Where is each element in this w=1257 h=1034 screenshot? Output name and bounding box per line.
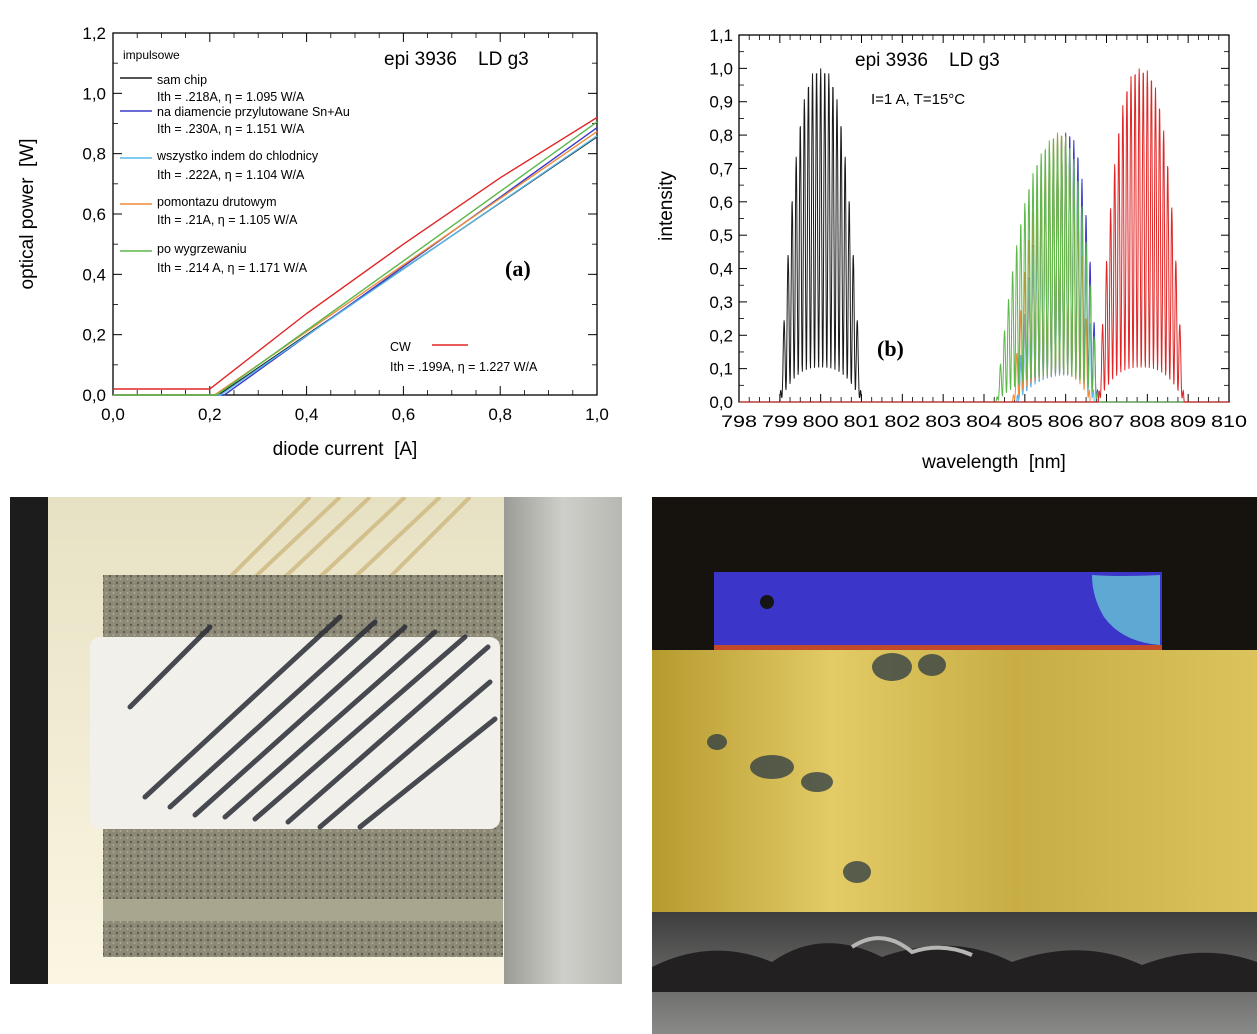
chart-a-ytick-labels: 0,0 0,2 0,4 0,6 0,8 1,0 1,2	[82, 24, 106, 405]
y-tick-label: 0,3	[709, 293, 733, 312]
x-tick-label: 0,8	[488, 405, 512, 424]
chart-b: 0,0 0,1 0,2 0,3 0,4 0,5 0,6 0,7 0,8 0,9 1,0 1,1 798…	[656, 26, 1247, 473]
y-tick-label: 1,0	[709, 59, 733, 78]
x-tick-label: 804	[966, 412, 1002, 431]
y-tick-label: 0,7	[709, 159, 733, 178]
legend-threshold-slope: Ith = .218A, η = 1.095 W/A	[157, 90, 305, 104]
x-tick-label: 810	[1211, 412, 1247, 431]
x-tick-label: 0,2	[198, 405, 222, 424]
chart-a-ticks	[112, 32, 598, 396]
x-tick-label: 801	[844, 412, 880, 431]
chart-b-series	[739, 68, 1229, 403]
x-tick-label: 805	[1007, 412, 1043, 431]
chart-b-subtitle: I=1 A, T=15°C	[871, 91, 965, 108]
x-tick-label: 803	[925, 412, 961, 431]
y-tick-label: 0,2	[709, 326, 733, 345]
legend-threshold-slope: Ith = .21A, η = 1.105 W/A	[157, 213, 298, 227]
spectrum-line	[739, 132, 1229, 403]
x-tick-label: 800	[803, 412, 839, 431]
y-tick-label: 1,0	[82, 84, 106, 103]
legend-threshold-slope: Ith = .199A, η = 1.227 W/A	[390, 360, 538, 374]
spectrum-line	[739, 133, 1229, 403]
y-tick-label: 0,0	[709, 393, 733, 412]
chart-a-series	[113, 116, 598, 396]
chart-b-ticks	[738, 34, 1230, 403]
x-tick-label: 798	[721, 412, 757, 431]
x-tick-label: 0,0	[101, 405, 125, 424]
legend-threshold-slope: Ith = .214 A, η = 1.171 W/A	[157, 261, 308, 275]
x-tick-label: 807	[1089, 412, 1125, 431]
chart-b-xlabel: wavelength [nm]	[921, 452, 1066, 473]
x-tick-label: 806	[1048, 412, 1084, 431]
chart-b-panel-label: (b)	[877, 336, 904, 361]
chart-a: 0,0 0,2 0,4 0,6 0,8 1,0 1,2 0,0 0,2 0,4 0,6 0,8 1,0…	[17, 24, 609, 460]
photo-chip-on-heatsink-side-view	[652, 497, 1257, 1034]
y-tick-label: 0,6	[709, 193, 733, 212]
x-tick-label: 1,0	[585, 405, 609, 424]
chart-b-xtick-labels: 798 799 800 801 802 803 804 805 806 807 808 809 810	[721, 412, 1247, 431]
legend-threshold-slope: Ith = .230A, η = 1.151 W/A	[157, 122, 305, 136]
spectrum-line	[739, 132, 1229, 403]
y-tick-label: 0,9	[709, 93, 733, 112]
y-tick-label: 0,4	[709, 260, 733, 279]
y-tick-label: 1,2	[82, 24, 106, 43]
series-line	[113, 116, 598, 390]
legend-label: po wygrzewaniu	[157, 242, 247, 256]
chart-a-legend-heading: impulsowe	[123, 48, 180, 62]
chart-a-xlabel: diode current [A]	[273, 439, 418, 460]
y-tick-label: 0,2	[82, 326, 106, 345]
spectrum-line	[739, 68, 1229, 403]
legend-label: CW	[390, 340, 411, 354]
x-tick-label: 808	[1129, 412, 1165, 431]
y-tick-label: 1,1	[709, 26, 733, 45]
photo-laser-chip-top-view	[10, 497, 622, 984]
x-tick-label: 0,4	[295, 405, 319, 424]
legend-label: sam chip	[157, 73, 207, 87]
chart-a-ylabel: optical power [W]	[17, 139, 38, 290]
y-tick-label: 0,8	[82, 145, 106, 164]
y-tick-label: 0,6	[82, 205, 106, 224]
chart-b-ylabel: intensity	[656, 171, 677, 241]
chart-b-title: epi 3936 LD g3	[855, 50, 1000, 71]
chart-a-legend: sam chip Ith = .218A, η = 1.095 W/Ana dia…	[120, 73, 538, 374]
legend-label: na diamencie przylutowane Sn+Au	[157, 105, 350, 119]
x-tick-label: 802	[884, 412, 920, 431]
chart-b-ytick-labels: 0,0 0,1 0,2 0,3 0,4 0,5 0,6 0,7 0,8 0,9 1,0 1,1	[709, 26, 733, 412]
y-tick-label: 0,5	[709, 226, 733, 245]
chart-a-title: epi 3936 LD g3	[384, 49, 529, 70]
legend-threshold-slope: Ith = .222A, η = 1.104 W/A	[157, 168, 305, 182]
x-tick-label: 799	[762, 412, 798, 431]
chart-a-panel-label: (a)	[505, 256, 531, 281]
x-tick-label: 0,6	[392, 405, 416, 424]
legend-label: wszystko indem do chlodnicy	[156, 149, 319, 163]
y-tick-label: 0,4	[82, 265, 106, 284]
y-tick-label: 0,1	[709, 360, 733, 379]
y-tick-label: 0,0	[82, 386, 106, 405]
y-tick-label: 0,8	[709, 126, 733, 145]
x-tick-label: 809	[1170, 412, 1206, 431]
legend-label: pomontazu drutowym	[157, 195, 277, 209]
spectrum-line	[739, 145, 1229, 403]
chart-a-xtick-labels: 0,0 0,2 0,4 0,6 0,8 1,0	[101, 405, 609, 424]
series-line	[113, 121, 598, 396]
